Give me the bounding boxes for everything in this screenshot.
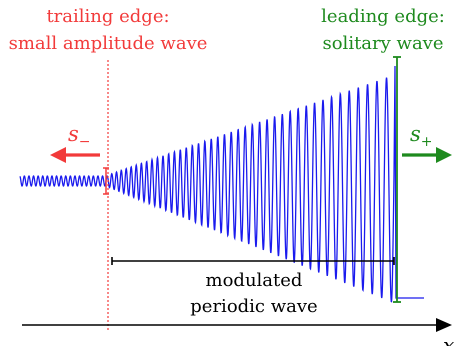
modulated-title: modulated bbox=[206, 270, 303, 291]
trailing-edge-title: trailing edge: bbox=[46, 6, 169, 27]
modulated-wave-curve bbox=[19, 65, 424, 303]
x-axis-arrowhead bbox=[436, 318, 452, 332]
trailing-edge-subtitle: small amplitude wave bbox=[9, 33, 208, 54]
s-minus-label: s− bbox=[68, 122, 91, 150]
modulated-subtitle: periodic wave bbox=[190, 296, 317, 317]
s-plus-label: s+ bbox=[410, 122, 433, 150]
leading-edge-title: leading edge: bbox=[321, 6, 445, 27]
x-axis-label: x bbox=[443, 333, 454, 346]
leading-edge-subtitle: solitary wave bbox=[322, 33, 443, 54]
